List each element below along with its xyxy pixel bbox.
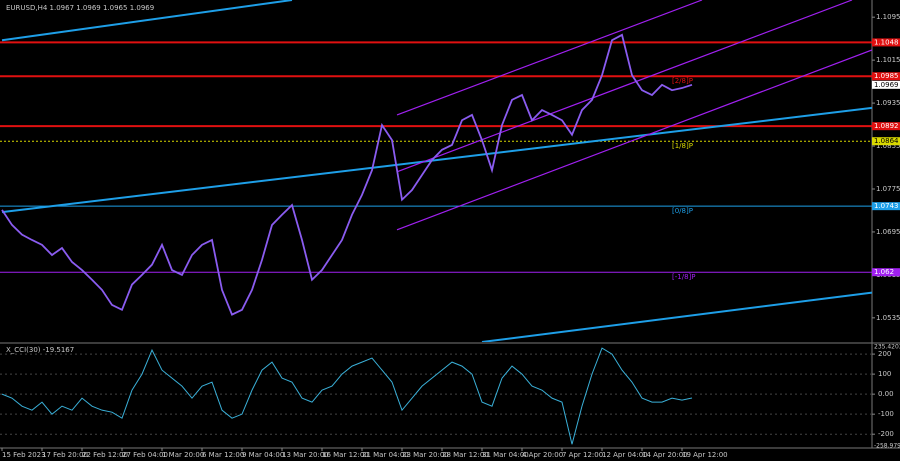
y-tick-label: 1.0695 [876,228,900,236]
y2-tick-label: 200 [878,350,891,358]
level-name: [-1/8]P [672,273,695,281]
x-tick-label: 19 Apr 12:00 [682,451,728,459]
chart-title: EURUSD,H4 1.0967 1.0969 1.0965 1.0969 [6,4,154,12]
level-label: 1.0743 [874,202,899,210]
last-price-label: 1.0969 [874,81,899,89]
level-name: [0/8]P [672,207,693,215]
level-label: 1.0985 [874,72,899,80]
level-label: 1.0864 [874,137,899,145]
x-tick-label: 1 Mar 20:00 [162,451,204,459]
level-name: [2/8]P [672,77,693,85]
x-tick-label: 15 Feb 2023 [2,451,46,459]
y2-tick-label: -100 [878,410,894,418]
price-line [1,33,693,316]
x-tick-label: 21 Mar 04:00 [362,451,409,459]
y2-limit-label: 235.4203 [874,344,900,351]
cci-line [1,347,693,445]
level-box [872,202,900,211]
x-tick-label: 16 Mar 12:00 [322,451,369,459]
x-tick-label: 14 Apr 20:00 [642,451,688,459]
x-tick-label: 13 Mar 20:00 [282,451,329,459]
y2-tick-label: 100 [878,370,891,378]
indicator-title: X_CCI(30) -19.5167 [6,346,74,354]
level-label: 1.062 [874,268,894,276]
trendline [1,106,872,214]
level-name: [1/8]P [672,142,693,150]
x-tick-label: 12 Apr 04:00 [602,451,648,459]
y2-tick-label: -200 [878,430,894,438]
trendline [396,49,872,231]
x-tick-label: 7 Apr 12:00 [562,451,603,459]
level-box [872,137,900,146]
x-tick-label: 6 Mar 12:00 [202,451,244,459]
x-tick-label: 31 Mar 04:00 [482,451,529,459]
x-tick-label: 4 Apr 20:00 [522,451,563,459]
level-box [872,268,900,277]
y-tick-label: 1.0535 [876,314,900,322]
x-tick-label: 22 Feb 12:00 [82,451,128,459]
y-tick-label: 1.0935 [876,99,900,107]
level-label: 1.1048 [874,38,899,46]
x-tick-label: 9 Mar 04:00 [242,451,284,459]
y2-tick-label: 0.00 [878,390,894,398]
y-tick-label: 1.1015 [876,56,900,64]
level-box [872,38,900,47]
trendline [396,0,853,173]
y-tick-label: 1.0775 [876,185,900,193]
trendline [1,0,293,42]
level-box [872,122,900,131]
x-tick-label: 28 Mar 12:00 [442,451,489,459]
level-box [872,72,900,81]
level-label: 1.0892 [874,122,899,130]
x-tick-label: 23 Mar 20:00 [402,451,449,459]
trendline [481,291,872,342]
y2-limit-label: -258.9799 [874,443,900,450]
trendline [396,0,703,116]
x-tick-label: 17 Feb 20:00 [42,451,88,459]
x-tick-label: 27 Feb 04:00 [122,451,168,459]
y-tick-label: 1.1095 [876,13,900,21]
y-tick-label: 1.0855 [876,142,900,150]
last-price-box [872,80,900,89]
